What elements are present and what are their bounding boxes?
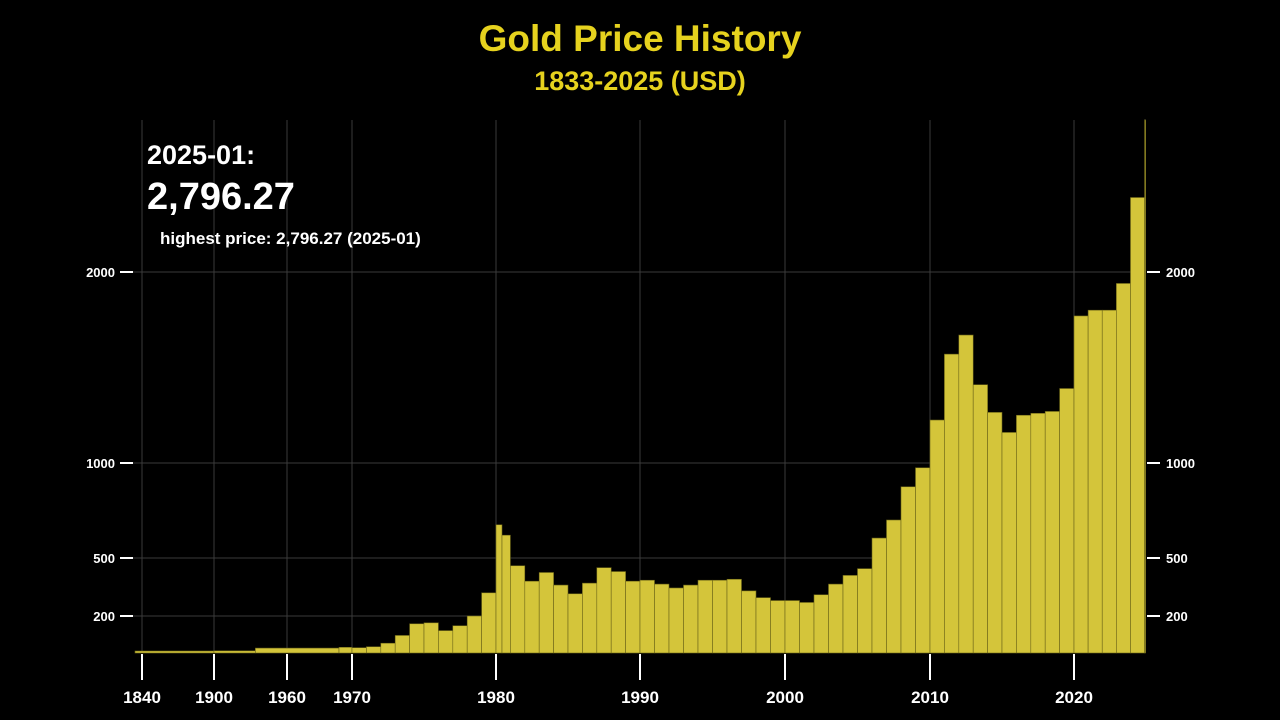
price-bar	[213, 650, 256, 654]
x-tick-label: 1900	[195, 688, 233, 707]
price-bar	[596, 567, 612, 654]
price-bar	[712, 579, 728, 654]
price-bar	[987, 412, 1003, 654]
price-bar	[351, 647, 367, 654]
price-bar	[784, 600, 800, 654]
y-tick-label: 1000	[86, 456, 115, 471]
price-bar	[394, 635, 410, 654]
price-bar	[452, 625, 468, 654]
price-bar	[380, 642, 396, 654]
price-bar	[813, 594, 829, 654]
price-bar	[1101, 309, 1117, 654]
chart-title: Gold Price History	[478, 18, 802, 59]
price-bar	[842, 575, 858, 654]
price-bar	[1116, 283, 1131, 654]
y-tick-label: 500	[1166, 551, 1188, 566]
price-bar	[610, 571, 626, 654]
price-bar	[958, 334, 974, 654]
price-bar	[871, 537, 887, 654]
price-bar	[255, 647, 340, 654]
price-bar	[481, 592, 497, 654]
y-tick-label: 2000	[86, 265, 115, 280]
price-bar	[828, 583, 844, 654]
price-bar	[755, 597, 771, 654]
price-bar	[726, 578, 742, 654]
price-bar	[668, 587, 684, 654]
price-bar	[857, 568, 873, 654]
y-tick-label: 2000	[1166, 265, 1195, 280]
price-bar	[1044, 411, 1060, 654]
y-tick-label: 200	[1166, 609, 1188, 624]
x-tick-label: 1980	[477, 688, 515, 707]
readout-highest-price: highest price: 2,796.27 (2025-01)	[160, 229, 421, 248]
price-bar	[799, 602, 815, 654]
price-bar	[972, 384, 988, 654]
price-bar	[538, 572, 554, 654]
price-bar	[886, 519, 902, 654]
price-bar	[438, 630, 454, 654]
price-bar	[582, 582, 598, 654]
x-axis: 1840 1900 1960 1970 1980 1990 2000 2010 2020	[123, 654, 1093, 707]
x-tick-label: 1840	[123, 688, 161, 707]
price-bar	[1087, 309, 1103, 654]
price-bar	[1144, 119, 1146, 654]
y-axis-left: 200 500 1000 2000	[86, 265, 133, 624]
y-tick-label: 1000	[1166, 456, 1195, 471]
x-tick-label: 1960	[268, 688, 306, 707]
y-tick-label: 200	[93, 609, 115, 624]
x-tick-label: 1990	[621, 688, 659, 707]
chart-subtitle: 1833-2025 (USD)	[534, 66, 746, 96]
price-bar	[338, 647, 353, 654]
price-bar	[466, 615, 482, 654]
price-bar	[553, 584, 569, 654]
price-bar	[1130, 197, 1145, 654]
price-bar	[366, 646, 382, 654]
price-bar	[683, 584, 699, 654]
price-bar	[654, 583, 670, 654]
price-bar	[639, 579, 655, 654]
price-bar	[1073, 315, 1089, 654]
price-bar	[501, 534, 511, 654]
bar-series	[134, 119, 1146, 654]
price-bar	[625, 580, 641, 654]
price-bar	[1016, 414, 1032, 654]
price-bar	[1001, 432, 1017, 654]
price-bar	[944, 353, 960, 654]
price-bar	[423, 622, 439, 654]
y-tick-label: 500	[93, 551, 115, 566]
price-bar	[1059, 388, 1075, 654]
readout-date: 2025-01:	[147, 140, 256, 170]
price-bar	[915, 467, 931, 654]
x-tick-label: 2010	[911, 688, 949, 707]
price-bar	[770, 600, 786, 654]
grid-lines	[133, 120, 1145, 653]
price-bar	[409, 623, 425, 654]
price-bar	[510, 565, 526, 654]
x-tick-label: 2000	[766, 688, 804, 707]
x-tick-label: 2020	[1055, 688, 1093, 707]
price-bar	[697, 579, 713, 654]
price-bar	[495, 524, 503, 654]
readout-value: 2,796.27	[147, 176, 295, 218]
price-bar	[134, 650, 215, 654]
price-bar	[1030, 413, 1046, 654]
x-tick-label: 1970	[333, 688, 371, 707]
y-axis-right: 200 500 1000 2000	[1147, 265, 1195, 624]
price-bar	[741, 590, 757, 654]
price-bar	[929, 419, 945, 654]
price-bar	[567, 593, 583, 654]
price-bar	[900, 486, 916, 654]
price-bar	[524, 580, 540, 654]
